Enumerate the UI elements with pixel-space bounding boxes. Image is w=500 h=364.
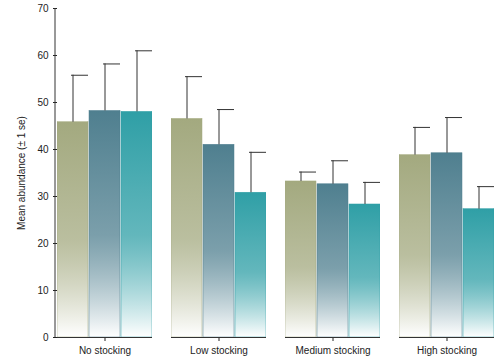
svg-text:70: 70 [37, 3, 49, 14]
svg-text:40: 40 [37, 144, 49, 155]
svg-text:60: 60 [37, 50, 49, 61]
svg-text:50: 50 [37, 97, 49, 108]
svg-text:Low stocking: Low stocking [190, 345, 248, 356]
svg-text:Mean abundance (± 1 se): Mean abundance (± 1 se) [16, 116, 27, 230]
svg-text:10: 10 [37, 285, 49, 296]
svg-text:30: 30 [37, 191, 49, 202]
svg-text:Medium stocking: Medium stocking [295, 345, 370, 356]
svg-text:No stocking: No stocking [79, 345, 131, 356]
svg-text:0: 0 [43, 332, 49, 343]
svg-text:High stocking: High stocking [417, 345, 477, 356]
svg-text:20: 20 [37, 238, 49, 249]
